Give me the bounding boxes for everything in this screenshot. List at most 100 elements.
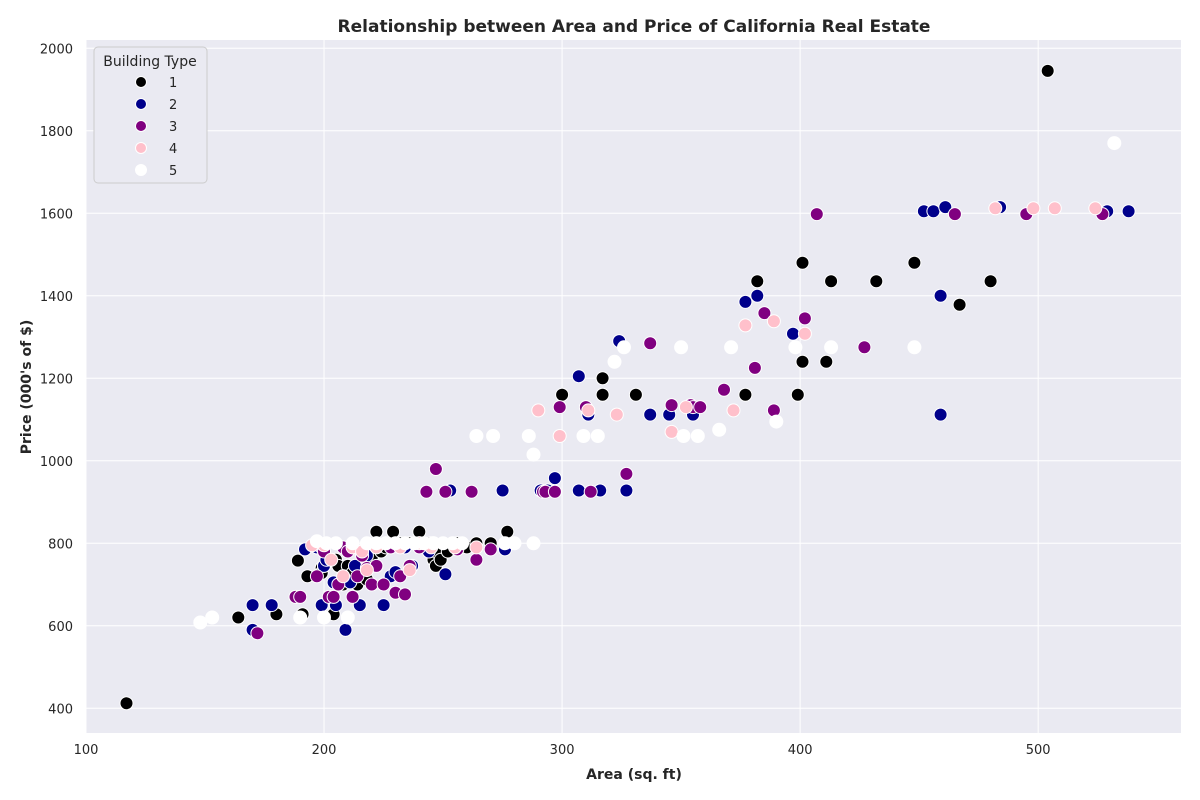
legend-box xyxy=(93,46,208,184)
data-point xyxy=(795,255,810,270)
data-point xyxy=(750,274,765,289)
legend-item: 5 xyxy=(135,164,177,179)
data-point xyxy=(547,471,562,486)
data-point xyxy=(293,589,308,604)
data-point xyxy=(364,577,379,592)
y-tick-label: 400 xyxy=(48,702,73,717)
data-point xyxy=(119,696,134,711)
legend-label: 3 xyxy=(169,120,177,135)
legend-marker xyxy=(135,98,147,110)
data-point xyxy=(790,387,805,402)
data-point xyxy=(376,598,391,613)
data-point xyxy=(786,326,800,341)
data-point xyxy=(738,294,753,309)
data-point xyxy=(643,336,658,351)
data-point xyxy=(555,387,570,402)
data-point xyxy=(338,622,353,637)
data-point xyxy=(583,484,598,499)
data-point xyxy=(933,407,948,422)
data-point xyxy=(726,403,741,418)
data-point xyxy=(495,483,510,498)
legend-marker xyxy=(135,120,147,132)
data-point xyxy=(628,387,643,402)
data-point xyxy=(797,326,812,341)
data-point xyxy=(326,589,341,604)
data-point xyxy=(1121,204,1136,219)
data-point xyxy=(738,387,753,402)
data-point xyxy=(907,340,922,355)
data-point xyxy=(245,598,260,613)
legend-item: 3 xyxy=(135,120,177,135)
data-point xyxy=(1040,63,1055,78)
data-point xyxy=(952,297,967,312)
y-tick-label: 2000 xyxy=(40,42,73,57)
data-point xyxy=(469,540,484,555)
legend-marker xyxy=(135,142,147,154)
x-axis-label: Area (sq. ft) xyxy=(586,767,682,783)
data-point xyxy=(309,569,324,584)
data-point xyxy=(983,274,998,289)
data-point xyxy=(607,354,622,369)
data-point xyxy=(769,414,784,429)
data-point xyxy=(290,553,305,568)
data-point xyxy=(788,340,803,355)
data-point xyxy=(376,577,391,592)
legend-item: 1 xyxy=(135,76,177,91)
data-point xyxy=(293,610,308,625)
data-point xyxy=(690,429,705,443)
data-point xyxy=(581,403,596,418)
data-point xyxy=(571,483,586,498)
data-point xyxy=(500,524,515,539)
data-point xyxy=(824,340,839,355)
data-point xyxy=(619,466,634,481)
x-tick-label: 400 xyxy=(788,743,813,758)
legend-items: 1 2 3 4 5 xyxy=(135,76,177,179)
data-point xyxy=(469,552,484,567)
data-point xyxy=(571,369,586,384)
data-point xyxy=(250,626,265,641)
legend-marker xyxy=(135,76,147,88)
data-point xyxy=(857,340,872,355)
data-point xyxy=(809,207,824,222)
data-point xyxy=(988,201,1003,216)
plot-background xyxy=(86,40,1181,733)
data-point xyxy=(750,288,765,303)
data-point xyxy=(664,398,679,413)
y-tick-label: 1200 xyxy=(40,372,73,387)
data-point xyxy=(369,524,384,539)
data-point xyxy=(345,589,360,604)
grid-lines xyxy=(85,40,1181,733)
chart-title: Relationship between Area and Price of C… xyxy=(338,17,931,37)
data-point xyxy=(438,484,453,499)
legend-label: 1 xyxy=(169,76,177,91)
data-point xyxy=(359,563,374,578)
data-point xyxy=(676,429,691,443)
data-point xyxy=(590,429,605,443)
data-point xyxy=(547,484,562,499)
data-point xyxy=(643,407,658,422)
data-point xyxy=(526,447,541,462)
data-point xyxy=(486,429,501,443)
data-point xyxy=(693,400,708,415)
data-point xyxy=(340,610,355,625)
data-point xyxy=(795,354,810,369)
x-tick-label: 500 xyxy=(1026,743,1051,758)
y-tick-label: 1000 xyxy=(40,455,73,470)
y-tick-label: 1800 xyxy=(40,125,73,140)
y-tick-label: 1400 xyxy=(40,290,73,305)
data-point xyxy=(428,462,443,476)
data-point xyxy=(933,288,948,303)
data-point xyxy=(712,422,727,437)
data-point xyxy=(464,484,479,499)
x-tick-label: 100 xyxy=(74,743,99,758)
data-point xyxy=(324,552,339,567)
data-point xyxy=(402,563,417,578)
data-point xyxy=(469,429,484,443)
data-point xyxy=(507,536,522,551)
data-point xyxy=(336,569,351,584)
data-point xyxy=(193,615,208,630)
data-point xyxy=(717,382,731,397)
data-point xyxy=(1047,201,1062,216)
data-point xyxy=(264,598,279,613)
